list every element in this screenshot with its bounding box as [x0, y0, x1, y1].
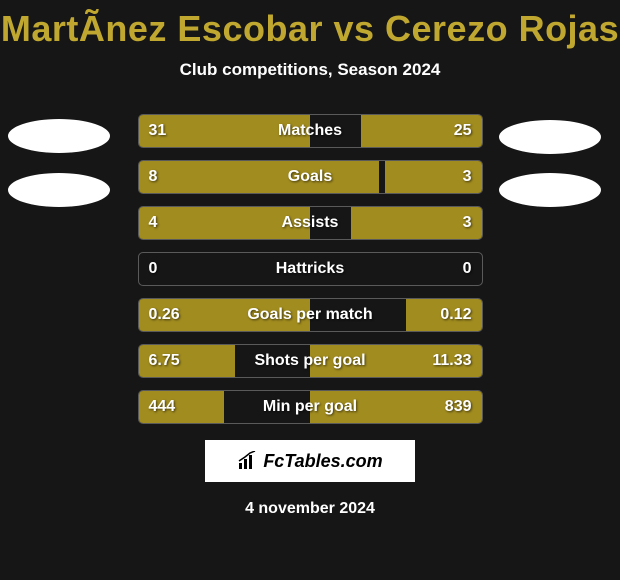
stat-label: Goals per match	[139, 306, 482, 324]
stat-value-right: 11.33	[432, 352, 471, 370]
comparison-subtitle: Club competitions, Season 2024	[0, 60, 620, 80]
stat-row: 0Hattricks0	[138, 252, 483, 286]
player-left-avatar-top	[8, 119, 110, 153]
stat-label: Matches	[139, 122, 482, 140]
stat-row: 31Matches25	[138, 114, 483, 148]
stat-row: 444Min per goal839	[138, 390, 483, 424]
stat-label: Assists	[139, 214, 482, 232]
branding-text: FcTables.com	[263, 451, 382, 472]
stats-container: 31Matches25 8Goals3 4Assists3 0Hattricks0 0.…	[138, 114, 483, 424]
stat-label: Goals	[139, 168, 482, 186]
stat-value-right: 0	[463, 260, 472, 278]
stat-value-right: 25	[454, 122, 472, 140]
stat-value-right: 3	[463, 214, 472, 232]
player-right-avatar-top	[499, 120, 601, 154]
comparison-date: 4 november 2024	[0, 500, 620, 518]
comparison-title: MartÃ­nez Escobar vs Cerezo Rojas	[0, 0, 620, 50]
stat-label: Shots per goal	[139, 352, 482, 370]
stat-label: Min per goal	[139, 398, 482, 416]
player-left-avatar-bottom	[8, 173, 110, 207]
player-right-avatar-bottom	[499, 173, 601, 207]
stat-row: 0.26Goals per match0.12	[138, 298, 483, 332]
stat-label: Hattricks	[139, 260, 482, 278]
stat-row: 8Goals3	[138, 160, 483, 194]
stat-value-right: 0.12	[440, 306, 471, 324]
stat-value-right: 839	[445, 398, 472, 416]
stat-value-right: 3	[463, 168, 472, 186]
stat-row: 6.75Shots per goal11.33	[138, 344, 483, 378]
branding-badge: FcTables.com	[205, 440, 415, 482]
stat-row: 4Assists3	[138, 206, 483, 240]
chart-icon	[237, 451, 259, 471]
